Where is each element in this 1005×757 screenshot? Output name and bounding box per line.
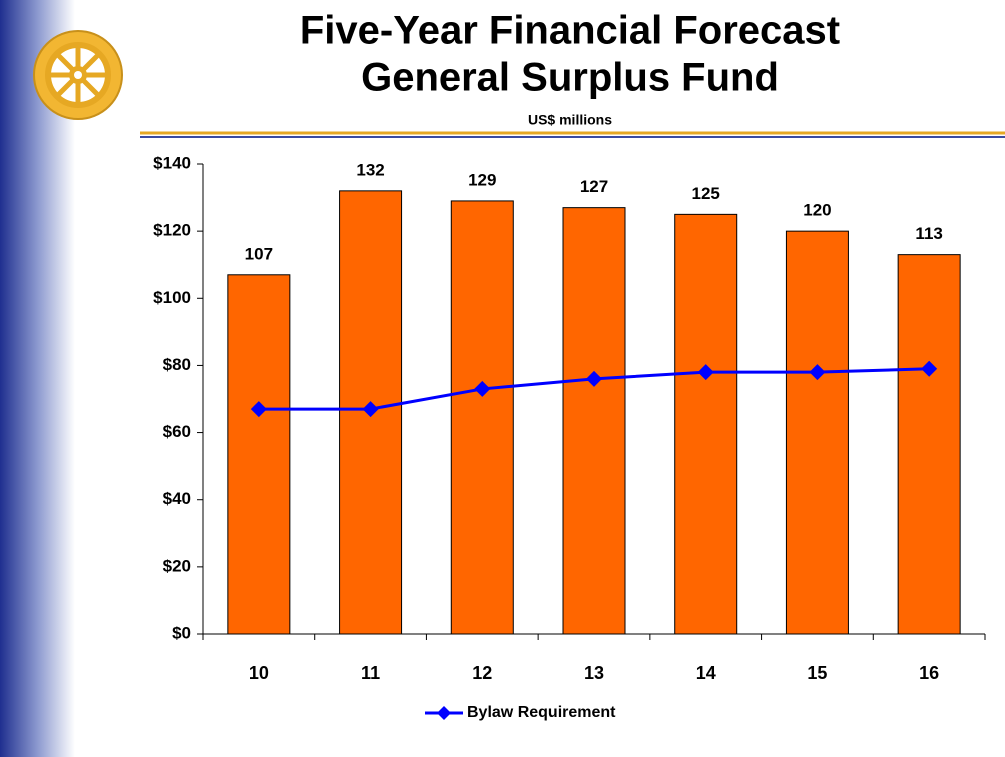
bar (674, 213, 738, 635)
x-tick-label: 16 (919, 663, 939, 683)
x-tick-label: 12 (472, 663, 492, 683)
data-label: 129 (468, 170, 496, 189)
marker (921, 360, 938, 377)
y-tick-label: $100 (153, 288, 191, 307)
x-tick-label: 13 (584, 663, 604, 683)
y-tick-label: $20 (163, 556, 191, 575)
data-label: 132 (356, 160, 384, 179)
y-tick-label: $80 (163, 355, 191, 374)
y-tick-label: $140 (153, 153, 191, 172)
logo (33, 30, 123, 120)
data-label: 125 (692, 184, 720, 203)
x-tick-label: 11 (361, 663, 380, 683)
legend-label: Bylaw Requirement (467, 704, 616, 721)
marker (250, 401, 267, 418)
marker (362, 401, 379, 418)
bar (562, 207, 626, 635)
subtitle: US$ millions (528, 112, 612, 128)
title: General Surplus Fund (361, 56, 779, 100)
x-tick-label: 15 (807, 663, 827, 683)
marker (586, 370, 602, 387)
marker (697, 364, 714, 381)
x-tick-label: 10 (249, 663, 269, 683)
marker (809, 364, 826, 381)
data-label: 120 (803, 201, 831, 220)
title: Five-Year Financial Forecast (300, 9, 840, 53)
x-tick-label: 14 (696, 663, 716, 683)
bar (450, 200, 514, 635)
marker (474, 380, 491, 397)
y-tick-label: $60 (163, 422, 191, 441)
bar (227, 274, 291, 635)
y-tick-label: $0 (172, 623, 191, 642)
legend-marker (437, 706, 451, 720)
bar (785, 230, 849, 635)
y-tick-label: $120 (153, 221, 191, 240)
data-label: 127 (580, 177, 608, 196)
y-tick-label: $40 (163, 489, 191, 508)
side-strip (0, 0, 75, 757)
data-label: 113 (915, 224, 942, 243)
data-label: 107 (245, 244, 273, 263)
bar (897, 254, 961, 635)
